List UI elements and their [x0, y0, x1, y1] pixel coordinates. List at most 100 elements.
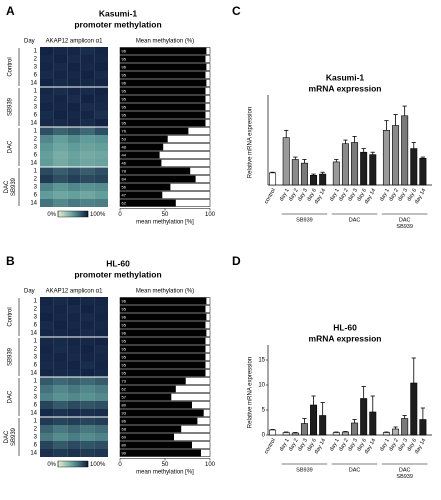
- heatmap-cell: [80, 103, 95, 111]
- heatmap-cell: [67, 401, 81, 409]
- bar: [419, 157, 427, 186]
- day-label: 3: [34, 145, 38, 151]
- heatmap-cell: [94, 425, 108, 433]
- x-tick-label: day 6: [406, 188, 418, 203]
- chart-subtitle: promoter methylation: [74, 269, 161, 279]
- heatmap-cell: [80, 377, 95, 385]
- day-label: 6: [34, 113, 38, 119]
- heatmap-cell: [94, 199, 108, 207]
- scale-label: 0%: [47, 462, 56, 468]
- heatmap-cell: [80, 401, 95, 409]
- day-label: 14: [30, 371, 37, 377]
- heatmap-cell: [67, 337, 81, 345]
- group-label: SB939: [8, 347, 14, 366]
- day-label: 3: [34, 355, 38, 361]
- heatmap-cell: [80, 159, 95, 167]
- bar: [120, 329, 207, 337]
- day-label: 1: [34, 49, 38, 55]
- heatmap-cell: [94, 393, 108, 401]
- heatmap-cell: [67, 55, 81, 63]
- bar: [401, 115, 409, 186]
- bar: [410, 382, 418, 436]
- group-label: Control: [8, 57, 14, 76]
- x-tick-label: 100: [205, 462, 216, 468]
- heatmap-cell: [40, 143, 54, 151]
- heatmap-cell: [94, 111, 108, 119]
- heatmap-cell: [80, 449, 95, 457]
- bar: [300, 162, 308, 186]
- heatmap-cell: [67, 191, 81, 199]
- heatmap-cell: [80, 417, 95, 425]
- heatmap-cell: [94, 55, 108, 63]
- heatmap-cell: [94, 103, 108, 111]
- heatmap-cell: [53, 353, 68, 361]
- heatmap-cell: [40, 433, 54, 441]
- heatmap-cell: [94, 409, 108, 417]
- bar: [120, 361, 206, 369]
- heatmap-cell: [53, 401, 68, 409]
- heatmap-cell: [53, 297, 68, 305]
- chart-subtitle: promoter methylation: [74, 19, 161, 29]
- heatmap-cell: [40, 321, 54, 329]
- day-label: 6: [34, 323, 38, 329]
- bar: [382, 432, 390, 436]
- heatmap-cell: [67, 127, 81, 135]
- group-label: DAC: [8, 140, 14, 153]
- bar: [332, 432, 340, 436]
- heatmap-cell: [67, 199, 81, 207]
- day-label: 1: [34, 169, 38, 175]
- heatmap-cell: [80, 135, 95, 143]
- value-label: 95: [122, 306, 127, 311]
- value-label: 96: [122, 314, 127, 319]
- day-label: 2: [34, 57, 38, 63]
- day-label: 2: [34, 97, 38, 103]
- group-label: DAC: [4, 430, 10, 443]
- bar: [120, 377, 186, 385]
- heatmap-cell: [94, 95, 108, 103]
- heatmap-cell: [94, 151, 108, 159]
- scale-label: 100%: [90, 462, 106, 468]
- value-label: 53: [122, 136, 127, 141]
- bar: [360, 398, 368, 436]
- heatmap-cell: [80, 441, 95, 449]
- bar: [319, 415, 327, 436]
- heatmap-cell: [94, 183, 108, 191]
- x-tick-label: day 2: [338, 188, 350, 203]
- y-tick-label: 10: [258, 383, 265, 389]
- heatmap-cell: [80, 313, 95, 321]
- value-label: 95: [122, 346, 127, 351]
- heatmap-cell: [94, 135, 108, 143]
- bar: [369, 154, 377, 186]
- day-label: 6: [34, 193, 38, 199]
- heatmap-cell: [80, 119, 95, 127]
- heatmap-cell: [53, 449, 68, 457]
- x-tick-label: day 1: [279, 188, 291, 203]
- value-label: 90: [122, 450, 127, 455]
- heatmap-cell: [80, 87, 95, 95]
- heatmap-cell: [80, 369, 95, 377]
- chart-title: Mean methylation (%): [136, 39, 194, 45]
- heatmap-cell: [40, 369, 54, 377]
- heatmap-cell: [67, 135, 81, 143]
- value-label: 68: [122, 426, 127, 431]
- x-tick-label: day 2: [288, 438, 300, 453]
- bar: [120, 167, 191, 175]
- heatmap-cell: [67, 151, 81, 159]
- heatmap-cell: [67, 183, 81, 191]
- heatmap-cell: [67, 417, 81, 425]
- heatmap-cell: [40, 345, 54, 353]
- heatmap-cell: [94, 361, 108, 369]
- day-label: 2: [34, 347, 38, 353]
- group-label: SB939: [396, 224, 413, 230]
- x-tick-label: day 6: [306, 188, 318, 203]
- x-tick-label: day 1: [279, 438, 291, 453]
- heatmap-cell: [67, 393, 81, 401]
- heatmap-cell: [94, 191, 108, 199]
- chart-title: Kasumi-1: [99, 8, 138, 18]
- heatmap-cell: [80, 55, 95, 63]
- chart-title: HL-60: [106, 258, 130, 268]
- heatmap-cell: [80, 409, 95, 417]
- day-label: 14: [30, 161, 37, 167]
- heatmap-cell: [67, 433, 81, 441]
- heatmap-cell: [80, 47, 95, 55]
